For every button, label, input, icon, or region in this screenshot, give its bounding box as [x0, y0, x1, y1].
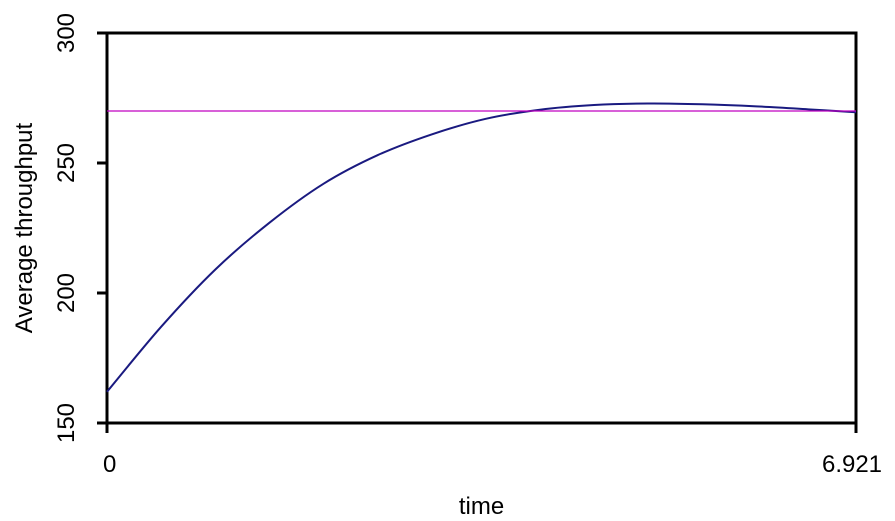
x-axis-title: time [459, 493, 504, 520]
plot-frame [105, 31, 858, 425]
y-tick-label: 300 [53, 13, 80, 53]
series-layer [106, 102, 857, 393]
x-tick-label: 6.921 [822, 451, 882, 478]
y-axis-ticks: 150 200 250 300 [53, 13, 107, 443]
throughput-series-line [106, 102, 857, 393]
y-axis-title: Average throughput [11, 122, 38, 333]
y-tick-label: 200 [53, 273, 80, 313]
y-tick-label: 150 [53, 403, 80, 443]
x-tick-label: 0 [103, 451, 116, 478]
y-tick-label: 250 [53, 143, 80, 183]
x-axis-ticks: 0 6.921 [103, 423, 882, 478]
